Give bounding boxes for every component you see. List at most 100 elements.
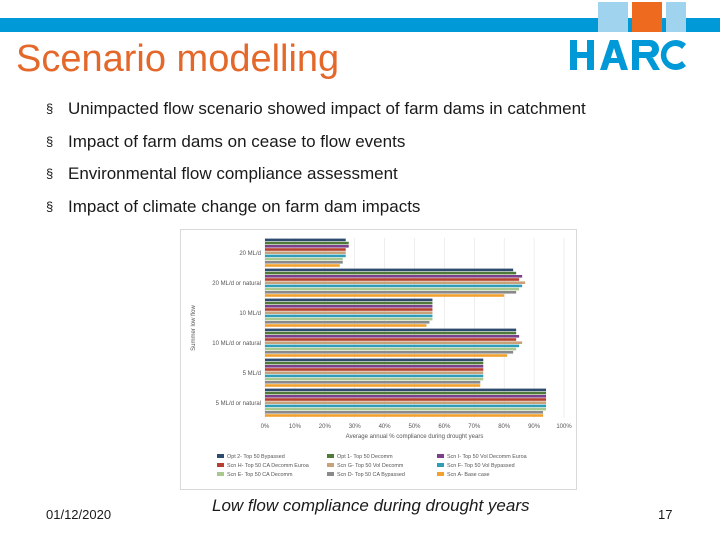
- bar: [265, 248, 346, 251]
- legend-swatch: [217, 472, 224, 476]
- legend-swatch: [437, 463, 444, 467]
- bar: [265, 331, 517, 335]
- bar: [265, 317, 433, 321]
- legend-swatch: [327, 454, 334, 458]
- x-axis-label: Average annual % compliance during droug…: [346, 434, 484, 440]
- bullet-text: Impact of farm dams on cease to flow eve…: [68, 131, 406, 151]
- bar: [265, 308, 433, 311]
- bar: [265, 411, 544, 414]
- bar: [265, 291, 517, 294]
- bullet-item: § Impact of climate change on farm dam im…: [46, 196, 586, 229]
- x-tick-label: 100%: [556, 424, 572, 430]
- bar: [265, 388, 547, 392]
- bar: [265, 245, 349, 248]
- header-accent-orange: [632, 2, 662, 32]
- bar: [265, 328, 517, 332]
- x-tick-label: 20%: [319, 424, 332, 430]
- bar: [265, 374, 484, 378]
- bar: [265, 347, 517, 351]
- x-tick-label: 50%: [408, 424, 421, 430]
- bar: [265, 264, 340, 267]
- bullet-marker: §: [46, 133, 54, 149]
- legend-label: Scn E- Top 50 CA Decomm: [227, 472, 293, 478]
- legend-label: Scn F- Top 50 Vol Bypassed: [447, 463, 515, 469]
- bullet-item: § Environmental flow compliance assessmen…: [46, 163, 586, 196]
- legend-swatch: [437, 454, 444, 458]
- bar: [265, 238, 346, 242]
- legend-swatch: [327, 472, 334, 476]
- legend-label: Scn A- Base case: [447, 472, 490, 478]
- legend-label: Opt 2- Top 50 Bypassed: [227, 454, 285, 460]
- category-label: 10 ML/d or natural: [212, 341, 261, 347]
- header-accent-light-2: [666, 2, 686, 32]
- bar: [265, 381, 481, 384]
- legend-label: Scn G- Top 50 Vol Decomm: [337, 463, 404, 469]
- header-accent-light: [598, 2, 628, 32]
- bar: [265, 351, 514, 354]
- bar: [265, 298, 433, 302]
- legend-swatch: [217, 454, 224, 458]
- bar: [265, 384, 481, 387]
- x-tick-label: 90%: [528, 424, 541, 430]
- bar: [265, 305, 433, 308]
- bullet-list: § Unimpacted flow scenario showed impact …: [46, 98, 586, 228]
- x-tick-label: 60%: [438, 424, 451, 430]
- bar: [265, 287, 520, 291]
- bullet-marker: §: [46, 166, 54, 181]
- bar: [265, 414, 544, 417]
- bar: [265, 251, 346, 254]
- category-label: 10 ML/d: [239, 311, 261, 317]
- legend-label: Scn I- Top 50 Vol Decomm Euroa: [447, 454, 527, 460]
- x-tick-label: 40%: [379, 424, 392, 430]
- slide-date: 01/12/2020: [46, 507, 112, 522]
- x-tick-label: 10%: [289, 424, 302, 430]
- bar: [265, 341, 523, 344]
- chart-caption: Low flow compliance during drought years: [212, 496, 530, 515]
- bar: [265, 368, 484, 371]
- bar: [265, 391, 547, 395]
- bar: [265, 354, 508, 357]
- bar: [265, 365, 484, 368]
- bullet-text: Impact of climate change on farm dam imp…: [68, 196, 421, 216]
- bar: [265, 311, 433, 314]
- bar: [265, 261, 343, 264]
- legend-swatch: [327, 463, 334, 467]
- x-tick-label: 30%: [349, 424, 362, 430]
- bar: [265, 324, 427, 327]
- compliance-chart: 0% 10% 20% 30% 40% 50% 60% 70% 80% 90% 100% 20 ML/d…: [180, 229, 577, 490]
- bar: [265, 401, 547, 404]
- legend-label: Opt 1- Top 50 Decomm: [337, 454, 393, 460]
- category-label: 20 ML/d: [239, 251, 261, 257]
- category-label: 20 ML/d or natural: [212, 281, 261, 287]
- bullet-text: Unimpacted flow scenario showed impact o…: [68, 99, 586, 118]
- bar: [265, 407, 547, 411]
- x-tick-label: 0%: [261, 424, 270, 430]
- bar: [265, 314, 433, 318]
- legend-label: Scn D- Top 50 CA Bypassed: [337, 472, 405, 478]
- bar: [265, 338, 517, 341]
- category-label: 5 ML/d or natural: [216, 401, 261, 407]
- y-axis-label: Summer low flow: [191, 305, 197, 351]
- bar: [265, 278, 520, 281]
- bar: [265, 281, 526, 284]
- bar: [265, 404, 547, 408]
- header-band: [0, 2, 720, 32]
- category-label: 5 ML/d: [243, 371, 261, 377]
- bullet-marker: §: [46, 198, 54, 214]
- bar: [265, 254, 346, 258]
- bar: [265, 335, 520, 338]
- bullet-item: § Impact of farm dams on cease to flow ev…: [46, 131, 586, 164]
- x-tick-label: 70%: [468, 424, 481, 430]
- legend-label: Scn H- Top 50 CA Decomm Euroa: [227, 463, 309, 469]
- x-tick-label: 80%: [498, 424, 511, 430]
- bar: [265, 241, 349, 245]
- bar: [265, 257, 343, 261]
- bar: [265, 321, 430, 324]
- legend-swatch: [437, 472, 444, 476]
- bullet-item: § Unimpacted flow scenario showed impact …: [46, 98, 586, 131]
- page-number: 17: [658, 507, 673, 522]
- legend-swatch: [217, 463, 224, 467]
- bar: [265, 358, 484, 362]
- bar: [265, 361, 484, 365]
- bar: [265, 398, 547, 401]
